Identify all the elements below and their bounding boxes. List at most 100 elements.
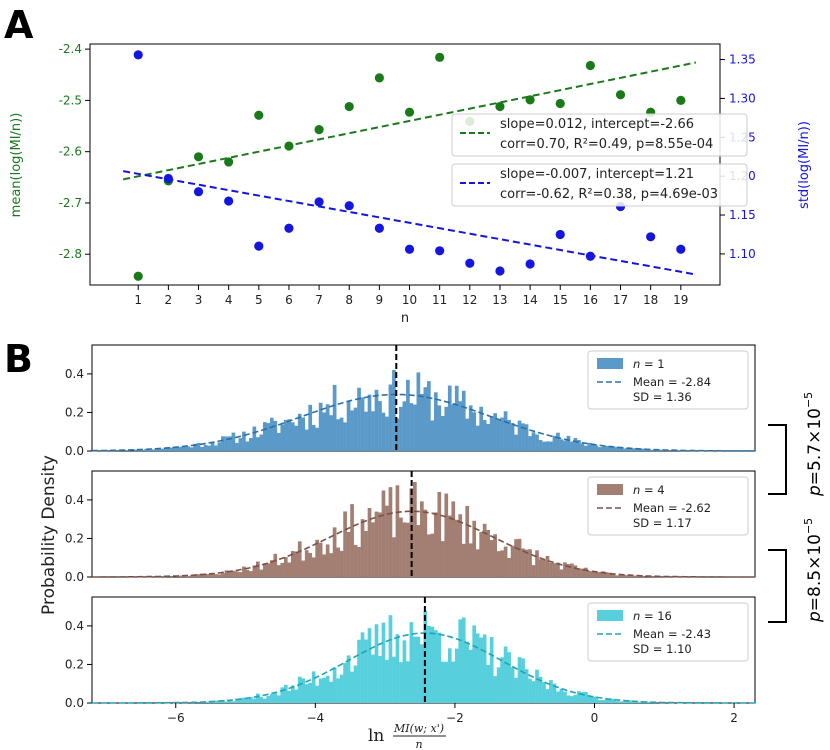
hist-bar	[186, 576, 190, 577]
hist-bar	[632, 575, 637, 577]
hist-bar	[447, 385, 452, 451]
hist-bar	[357, 639, 361, 703]
hist-bar	[521, 423, 525, 451]
hist-bar	[493, 534, 497, 577]
point-mean	[254, 110, 264, 120]
hist-bar	[573, 437, 578, 451]
hist-bar	[322, 677, 326, 703]
hist-bar	[486, 664, 490, 703]
hist-bar	[245, 569, 250, 577]
hist-bar	[472, 412, 477, 451]
hist-bar	[217, 701, 222, 703]
hist-bar	[329, 415, 333, 451]
hist-bar	[224, 436, 229, 451]
hist-bar	[503, 546, 508, 577]
hist-bar	[374, 511, 379, 577]
hist-bar	[510, 423, 515, 451]
hist-bar	[221, 573, 225, 577]
hist-bar	[231, 570, 236, 577]
hist-bar	[238, 698, 243, 703]
x-tick-label: 5	[255, 293, 263, 307]
legend-mean-line2: corr=0.70, R²=0.49, p=8.55e-04	[500, 137, 713, 152]
x-tick-label: 7	[315, 293, 323, 307]
hist-bar	[678, 450, 682, 451]
hist-bar	[601, 571, 606, 577]
hist-bar	[426, 625, 431, 703]
hist-bar	[273, 553, 278, 577]
x-tick-label: 10	[402, 293, 417, 307]
hist-bar	[461, 543, 466, 577]
hist-bar	[346, 655, 351, 703]
hist-bar	[517, 657, 522, 703]
point-mean	[344, 101, 354, 112]
point-mean	[676, 95, 686, 106]
hist-bar	[563, 691, 567, 703]
hist-bar	[325, 544, 330, 577]
hist-bar	[406, 661, 410, 703]
hist-bar	[416, 636, 421, 703]
hist-bar	[350, 671, 354, 703]
legend-mean-box	[451, 113, 748, 157]
point-mean	[495, 101, 505, 112]
hist-bar	[535, 550, 539, 577]
hist-bar	[193, 443, 197, 451]
hist-bar	[611, 573, 616, 577]
hist-bar	[332, 667, 337, 703]
hist-bar	[395, 418, 400, 451]
bracket-1-label: p=5.7×10−5	[802, 392, 825, 497]
hist-bar	[566, 695, 571, 703]
y-left-tick-label: -2.6	[59, 145, 82, 159]
hist-bar	[465, 641, 470, 703]
hist-bar	[538, 676, 543, 703]
point-std	[585, 251, 595, 261]
hist-bar	[514, 677, 518, 703]
hist-bar	[315, 539, 320, 577]
hist-bar	[133, 449, 138, 451]
x-tick-label: 1	[134, 293, 142, 307]
hist-bar	[584, 445, 588, 451]
hist-bar	[154, 448, 159, 451]
hist-bar	[329, 553, 333, 577]
hist-bar	[423, 387, 428, 451]
hist-bar	[552, 435, 557, 451]
hist-bar	[479, 637, 484, 703]
hist-bar	[385, 659, 389, 703]
point-std	[193, 187, 204, 197]
hist-bar	[545, 689, 550, 703]
y-tick-label: 0.4	[65, 619, 84, 633]
hist-bar	[437, 405, 442, 451]
panel-a-ylabel-right: std(log(MI/n))	[797, 121, 812, 209]
hist-bar	[618, 701, 623, 703]
hist-bar	[514, 434, 518, 451]
x-tick-label: 14	[522, 293, 537, 307]
y-right-tick-label: 1.10	[729, 247, 756, 261]
hist-bar	[653, 450, 658, 451]
bracket-2-exp: −5	[802, 518, 815, 534]
point-mean	[314, 125, 324, 135]
point-std	[465, 258, 475, 268]
hist-bar	[360, 397, 365, 451]
hist-bar	[489, 416, 494, 451]
hist-bar	[318, 402, 323, 451]
hist-bar	[528, 436, 532, 451]
legend-mean-line1: slope=0.012, intercept=-2.66	[500, 117, 694, 132]
hist-bar	[304, 684, 309, 703]
hist-bar	[458, 514, 463, 577]
hist-bar	[283, 684, 288, 703]
hist-bar	[336, 547, 340, 577]
hist-bar	[542, 559, 546, 577]
hist-bar	[308, 682, 313, 703]
legend-mean: slope=0.012, intercept=-2.66 corr=0.70, …	[451, 113, 748, 157]
hist-bar	[521, 548, 525, 577]
hist-bar	[378, 512, 382, 577]
hist-bar	[440, 541, 445, 577]
hist-bar	[294, 425, 299, 451]
hist-bar	[486, 424, 490, 451]
hist-bar	[636, 448, 641, 451]
hist-legend-sd: SD = 1.17	[633, 516, 692, 530]
hist-bar	[353, 544, 358, 577]
x-tick-label: 2	[165, 293, 173, 307]
hist-bar	[301, 678, 306, 703]
x-tick-label: 17	[613, 293, 628, 307]
